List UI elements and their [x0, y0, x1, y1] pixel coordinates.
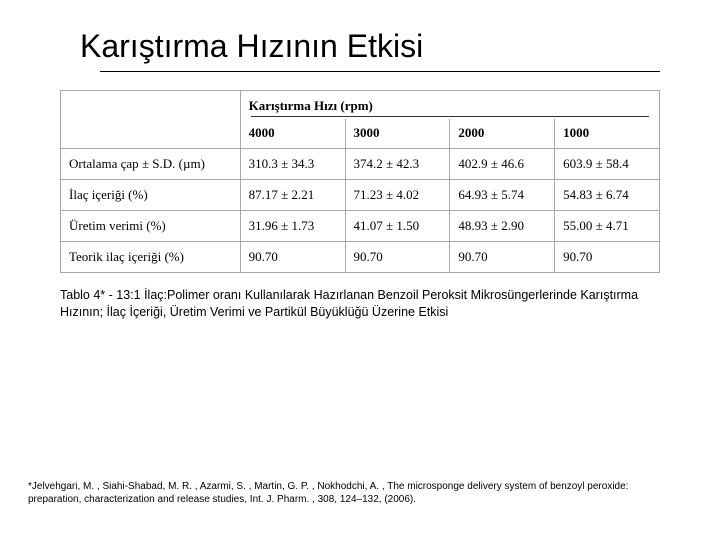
page-title: Karıştırma Hızının Etkisi — [80, 28, 670, 65]
cell: 71.23 ± 4.02 — [345, 180, 450, 211]
cell: 310.3 ± 34.3 — [240, 149, 345, 180]
header-speed: 3000 — [345, 119, 450, 149]
header-blank-2 — [61, 119, 241, 149]
row-label: Üretim verimi (%) — [61, 211, 241, 242]
title-underline — [100, 71, 660, 72]
cell: 64.93 ± 5.74 — [450, 180, 555, 211]
cell: 48.93 ± 2.90 — [450, 211, 555, 242]
table-row: Teorik ilaç içeriği (%) 90.70 90.70 90.7… — [61, 242, 660, 273]
row-label: Teorik ilaç içeriği (%) — [61, 242, 241, 273]
cell: 31.96 ± 1.73 — [240, 211, 345, 242]
table-caption: Tablo 4* - 13:1 İlaç:Polimer oranı Kulla… — [60, 287, 660, 321]
cell: 374.2 ± 42.3 — [345, 149, 450, 180]
table-header-top: Karıştırma Hızı (rpm) — [61, 91, 660, 120]
row-label: İlaç içeriği (%) — [61, 180, 241, 211]
cell: 54.83 ± 6.74 — [555, 180, 660, 211]
table-row: İlaç içeriği (%) 87.17 ± 2.21 71.23 ± 4.… — [61, 180, 660, 211]
cell: 55.00 ± 4.71 — [555, 211, 660, 242]
header-inner-rule — [251, 116, 649, 117]
cell: 603.9 ± 58.4 — [555, 149, 660, 180]
cell: 90.70 — [345, 242, 450, 273]
footnote: *Jelvehgari, M. , Siahi-Shabad, M. R. , … — [28, 480, 680, 506]
table-row: Üretim verimi (%) 31.96 ± 1.73 41.07 ± 1… — [61, 211, 660, 242]
cell: 41.07 ± 1.50 — [345, 211, 450, 242]
header-speed: 2000 — [450, 119, 555, 149]
row-label: Ortalama çap ± S.D. (µm) — [61, 149, 241, 180]
data-table-wrap: Karıştırma Hızı (rpm) 4000 3000 2000 100… — [60, 90, 670, 273]
data-table: Karıştırma Hızı (rpm) 4000 3000 2000 100… — [60, 90, 660, 273]
cell: 90.70 — [555, 242, 660, 273]
cell: 87.17 ± 2.21 — [240, 180, 345, 211]
cell: 90.70 — [450, 242, 555, 273]
slide: Karıştırma Hızının Etkisi Karıştırma Hız… — [0, 0, 720, 540]
header-speed: 1000 — [555, 119, 660, 149]
header-group-label: Karıştırma Hızı (rpm) — [240, 91, 659, 120]
header-blank — [61, 91, 241, 120]
table-header-bottom: 4000 3000 2000 1000 — [61, 119, 660, 149]
cell: 402.9 ± 46.6 — [450, 149, 555, 180]
table-row: Ortalama çap ± S.D. (µm) 310.3 ± 34.3 37… — [61, 149, 660, 180]
cell: 90.70 — [240, 242, 345, 273]
header-group-text: Karıştırma Hızı (rpm) — [249, 98, 373, 113]
header-speed: 4000 — [240, 119, 345, 149]
